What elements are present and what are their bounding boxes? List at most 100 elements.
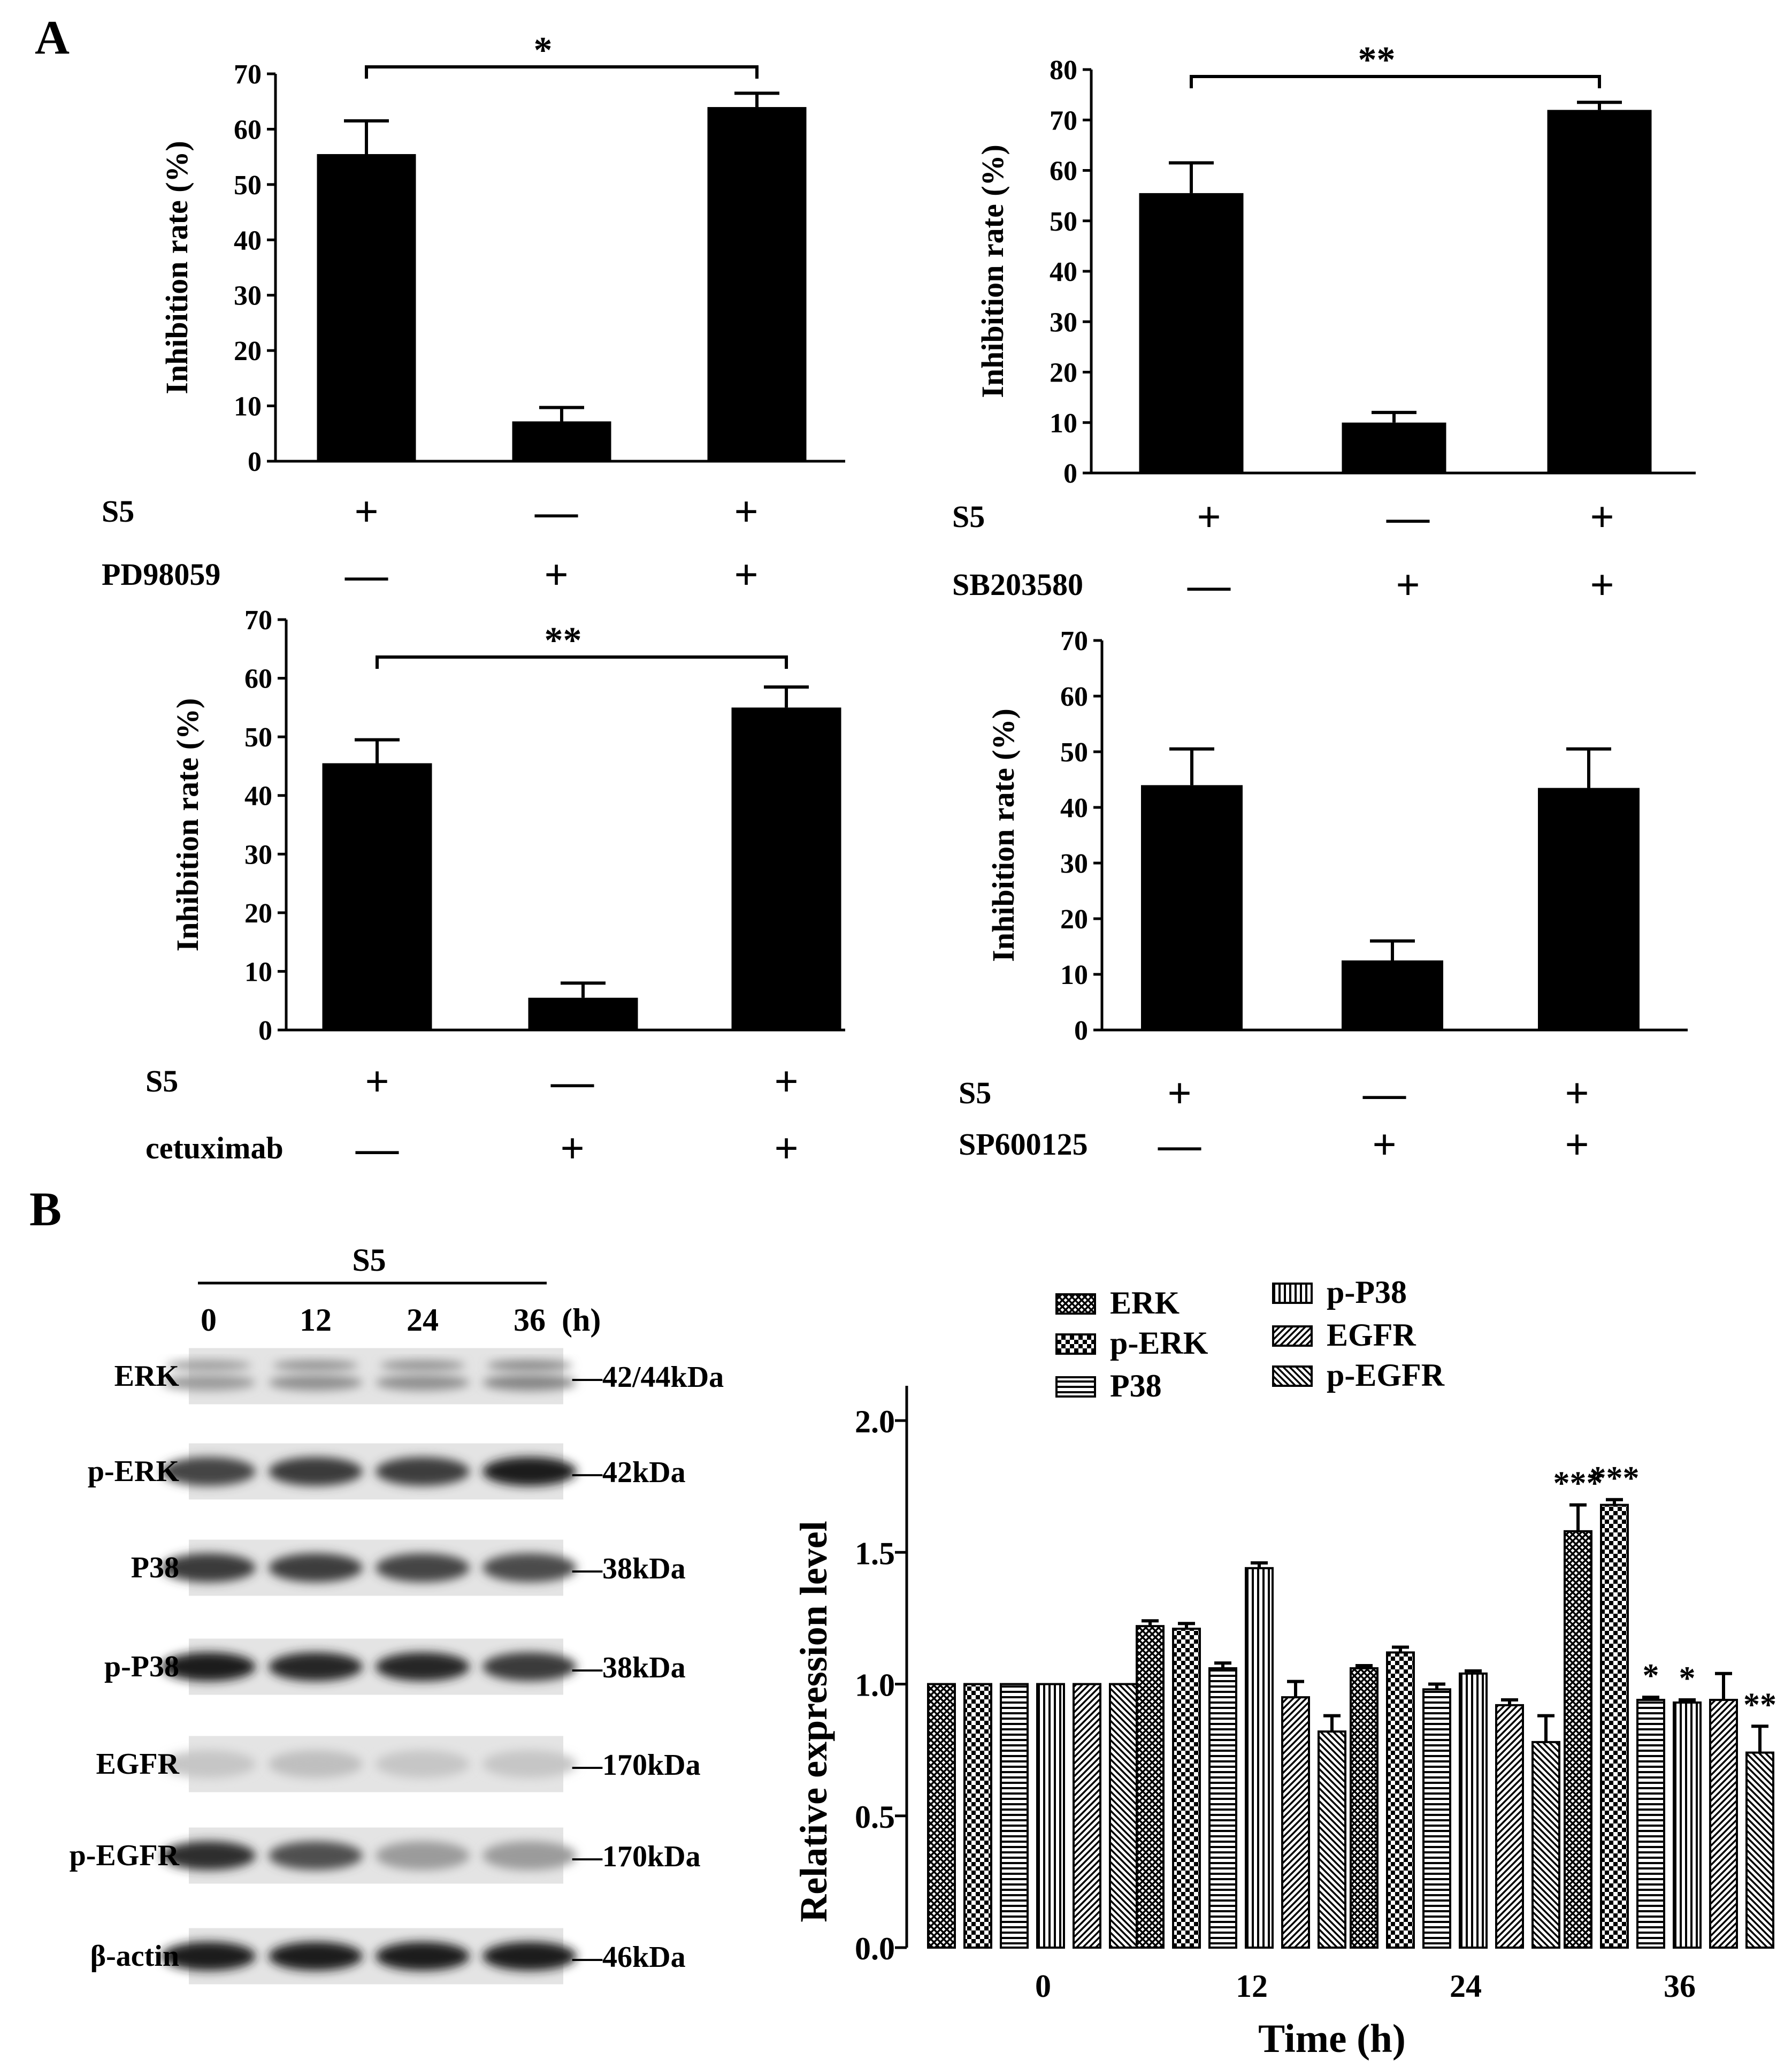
- y-axis-label: Inhibition rate (%): [170, 698, 205, 952]
- bar: [963, 1683, 992, 1949]
- bar: [322, 763, 432, 1030]
- blot-size-label: —38kDa: [572, 1651, 686, 1684]
- treatment-sign: +: [1396, 562, 1420, 609]
- legend-swatch: [1272, 1325, 1313, 1347]
- bar: [1000, 1683, 1029, 1949]
- treatment-sign: —: [534, 489, 578, 536]
- blot-size-label: —42kDa: [572, 1456, 686, 1489]
- y-tick-label: 70: [234, 59, 262, 90]
- blot-band: [269, 1750, 363, 1778]
- blot-protein-label: p-P38: [104, 1650, 179, 1683]
- treatment-label: PD98059: [102, 557, 220, 592]
- x-axis-label: Time (h): [1258, 2017, 1406, 2061]
- significance-marker: **: [1743, 1687, 1776, 1723]
- treatment-label: cetuximab: [145, 1131, 284, 1165]
- y-tick-label: 30: [244, 840, 272, 870]
- blot-band: [269, 1457, 363, 1486]
- treatment-label: S5: [102, 494, 134, 529]
- bar: [317, 154, 416, 461]
- chart-a1-pd98059: 0 10 20 30 40 50 60 70 Inhibition rate (%) * S5 + — +…: [102, 30, 845, 599]
- bar: [1342, 422, 1446, 473]
- bar: [707, 107, 807, 462]
- y-axis-label: Inhibition rate (%): [975, 144, 1010, 398]
- y-tick-label: 20: [1050, 358, 1077, 388]
- y-tick-label: 30: [1060, 849, 1088, 879]
- bar: [1139, 193, 1244, 474]
- y-tick-label: 50: [1060, 737, 1088, 768]
- x-tick-label: 24: [1450, 1968, 1482, 2004]
- y-tick-label: 1.5: [855, 1536, 895, 1571]
- bar: [1709, 1699, 1738, 1949]
- chart-a3-cetuximab: 0 10 20 30 40 50 60 70 Inhibition rate (%) ** S5 + —…: [145, 605, 845, 1172]
- bar: [1036, 1683, 1065, 1949]
- bar: [927, 1683, 956, 1949]
- y-tick-label: 40: [1060, 793, 1088, 823]
- significance-marker: ***: [1553, 1466, 1603, 1502]
- y-tick-label: 50: [1050, 207, 1077, 237]
- treatment-sign: +: [1167, 1070, 1192, 1117]
- y-axis-label: Relative expression level: [792, 1521, 835, 1922]
- bar: [1141, 785, 1243, 1030]
- blot-band: [376, 1942, 470, 1971]
- blot-band: [269, 1375, 363, 1391]
- y-tick-label: 1.0: [855, 1668, 895, 1703]
- treatment-sign: +: [774, 1058, 799, 1105]
- y-tick-label: 2.0: [855, 1404, 895, 1439]
- treatment-sign: —: [550, 1058, 594, 1105]
- blot-band: [166, 1360, 251, 1371]
- y-tick-label: 40: [244, 781, 272, 812]
- blot-band: [162, 1841, 256, 1870]
- blot-band: [376, 1375, 470, 1391]
- blot-size-label: —42/44kDa: [572, 1361, 724, 1394]
- bar: [1281, 1696, 1310, 1949]
- treatment-sign: +: [354, 489, 379, 536]
- blot-band: [162, 1750, 256, 1778]
- treatment-sign: +: [1197, 494, 1221, 541]
- blot-time-unit: (h): [562, 1302, 601, 1338]
- x-tick-label: 12: [1236, 1968, 1268, 2004]
- blot-size-label: —170kDa: [572, 1749, 701, 1782]
- treatment-sign: +: [365, 1058, 389, 1105]
- y-tick-label: 10: [1060, 960, 1088, 990]
- significance-bracket: [365, 65, 759, 79]
- treatment-label: SP600125: [959, 1127, 1088, 1162]
- blot-time-label: 36: [514, 1302, 546, 1338]
- bar: [528, 997, 638, 1030]
- y-tick-label: 60: [1060, 682, 1088, 712]
- bar: [1495, 1704, 1524, 1949]
- y-tick-label: 0: [258, 1016, 272, 1046]
- y-tick-label: 0.5: [855, 1799, 895, 1835]
- treatment-sign: +: [1565, 1070, 1589, 1117]
- blot-protein-label: p-ERK: [88, 1455, 180, 1488]
- y-tick-label: 20: [1060, 904, 1088, 935]
- blot-band: [269, 1841, 363, 1870]
- blot-size-label: —46kDa: [572, 1941, 686, 1974]
- legend-label: P38: [1110, 1368, 1162, 1403]
- y-tick-label: 10: [234, 392, 262, 422]
- legend-label: p-ERK: [1110, 1325, 1208, 1361]
- blot-size-label: —170kDa: [572, 1840, 701, 1873]
- significance-bracket: [1190, 75, 1601, 88]
- blot-band: [376, 1841, 470, 1870]
- x-tick-label: 0: [1035, 1968, 1051, 2004]
- bar: [1350, 1667, 1379, 1949]
- y-tick-label: 0.0: [855, 1931, 895, 1966]
- treatment-sign: —: [1386, 494, 1430, 541]
- treatment-sign: —: [355, 1125, 399, 1172]
- blot-protein-label: P38: [131, 1551, 179, 1584]
- legend-label: EGFR: [1327, 1317, 1416, 1353]
- y-tick-label: 60: [234, 115, 262, 145]
- y-tick-label: 60: [244, 664, 272, 695]
- legend-label: p-P38: [1327, 1275, 1407, 1310]
- legend-swatch: [1272, 1365, 1313, 1387]
- blot-time-label: 12: [300, 1302, 332, 1338]
- bar: [1459, 1672, 1488, 1949]
- blot-protein-label: p-EGFR: [70, 1839, 180, 1872]
- y-tick-label: 70: [244, 605, 272, 636]
- blot-band: [483, 1553, 577, 1582]
- significance-marker: **: [1358, 40, 1396, 81]
- blot-protein-label: ERK: [114, 1360, 180, 1393]
- blot-band: [162, 1553, 256, 1582]
- treatment-sign: —: [1158, 1121, 1201, 1169]
- bar: [1538, 788, 1640, 1030]
